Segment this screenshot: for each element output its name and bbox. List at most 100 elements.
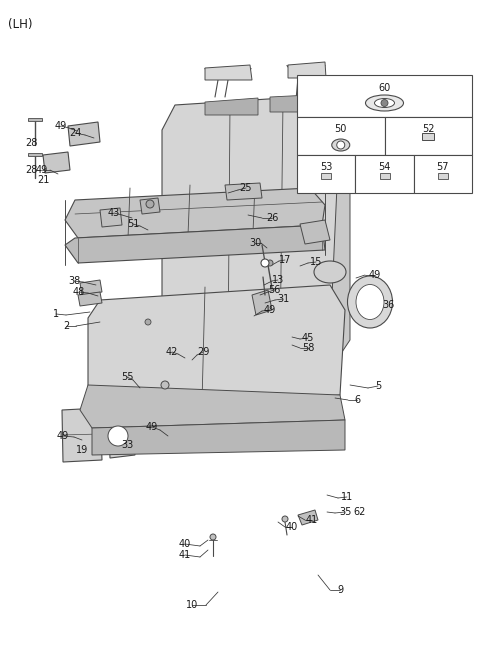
Text: 56: 56	[268, 285, 280, 295]
Polygon shape	[80, 385, 345, 428]
Ellipse shape	[314, 261, 346, 283]
Text: 40: 40	[179, 539, 191, 549]
Text: 28: 28	[25, 138, 37, 148]
Circle shape	[161, 381, 169, 389]
Ellipse shape	[374, 98, 395, 108]
Text: 55: 55	[121, 372, 133, 382]
Polygon shape	[80, 280, 102, 295]
Text: 29: 29	[197, 347, 209, 357]
Polygon shape	[252, 290, 272, 315]
Text: 53: 53	[320, 162, 332, 172]
Circle shape	[381, 100, 388, 106]
Circle shape	[145, 319, 151, 325]
Polygon shape	[62, 408, 102, 462]
Polygon shape	[88, 285, 345, 410]
Polygon shape	[92, 420, 345, 455]
Circle shape	[261, 259, 269, 267]
Text: 58: 58	[302, 343, 314, 353]
Bar	[28, 153, 42, 156]
Text: 57: 57	[437, 162, 449, 172]
Text: 52: 52	[422, 124, 434, 134]
Circle shape	[146, 200, 154, 208]
Circle shape	[337, 141, 345, 149]
Ellipse shape	[356, 285, 384, 319]
Polygon shape	[300, 220, 330, 244]
Polygon shape	[43, 152, 70, 173]
Polygon shape	[65, 188, 325, 238]
Text: 62: 62	[354, 507, 366, 517]
Polygon shape	[162, 95, 345, 370]
Text: 11: 11	[341, 492, 353, 502]
Polygon shape	[205, 98, 258, 115]
Text: 49: 49	[55, 121, 67, 131]
Polygon shape	[140, 198, 160, 214]
Circle shape	[210, 534, 216, 540]
Circle shape	[267, 260, 273, 266]
Bar	[380, 173, 389, 179]
Text: 6: 6	[354, 395, 360, 405]
Text: 49: 49	[36, 165, 48, 175]
Text: 45: 45	[302, 333, 314, 343]
Text: 49: 49	[369, 270, 381, 280]
Bar	[414, 155, 472, 193]
Text: 26: 26	[266, 213, 278, 223]
Text: 43: 43	[108, 208, 120, 218]
Bar	[422, 133, 434, 140]
Text: 35: 35	[339, 507, 351, 517]
Bar	[297, 155, 355, 193]
Text: 15: 15	[310, 257, 322, 267]
Text: 40: 40	[286, 522, 298, 532]
Text: 49: 49	[57, 431, 69, 441]
Polygon shape	[100, 208, 122, 227]
Text: 33: 33	[121, 440, 133, 450]
Bar	[297, 75, 472, 117]
Polygon shape	[288, 62, 326, 78]
Circle shape	[108, 426, 128, 446]
Text: 28: 28	[25, 165, 37, 175]
Text: 2: 2	[63, 321, 69, 331]
Text: 31: 31	[277, 294, 289, 304]
Text: 60: 60	[378, 83, 391, 93]
Polygon shape	[298, 510, 318, 525]
Text: 36: 36	[382, 300, 394, 310]
Text: 21: 21	[37, 175, 49, 185]
Text: 1: 1	[53, 309, 59, 319]
Bar	[321, 173, 331, 179]
Polygon shape	[330, 95, 350, 355]
Text: 13: 13	[272, 275, 284, 285]
Text: 48: 48	[73, 287, 85, 297]
Ellipse shape	[332, 139, 350, 151]
Text: 50: 50	[335, 124, 347, 134]
Text: 42: 42	[166, 347, 178, 357]
Text: 41: 41	[306, 515, 318, 525]
Polygon shape	[278, 330, 312, 365]
Ellipse shape	[348, 276, 393, 328]
Polygon shape	[270, 95, 310, 112]
Text: 10: 10	[186, 600, 198, 610]
Text: 9: 9	[337, 585, 343, 595]
Circle shape	[282, 516, 288, 522]
Text: 19: 19	[76, 445, 88, 455]
Ellipse shape	[365, 95, 404, 111]
Text: 49: 49	[264, 305, 276, 315]
Polygon shape	[68, 122, 100, 146]
Text: 17: 17	[279, 255, 291, 265]
Text: 30: 30	[249, 238, 261, 248]
Bar	[297, 117, 384, 155]
Text: 41: 41	[179, 550, 191, 560]
Bar	[355, 155, 414, 193]
Text: 51: 51	[127, 219, 139, 229]
Bar	[28, 118, 42, 121]
Text: 54: 54	[378, 162, 391, 172]
Text: 24: 24	[69, 128, 81, 138]
Text: 49: 49	[146, 422, 158, 432]
Ellipse shape	[331, 125, 349, 135]
Text: (LH): (LH)	[8, 18, 33, 31]
Bar	[438, 173, 448, 179]
Text: 5: 5	[375, 381, 381, 391]
Polygon shape	[225, 183, 262, 200]
Polygon shape	[108, 413, 135, 458]
Bar	[384, 117, 472, 155]
Text: 38: 38	[68, 276, 80, 286]
Text: 25: 25	[240, 183, 252, 193]
